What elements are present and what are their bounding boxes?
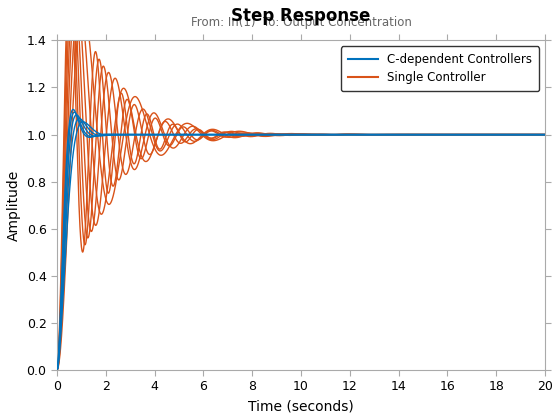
Y-axis label: Amplitude: Amplitude xyxy=(7,170,21,241)
Text: From: In(1)  To: Output Concentration: From: In(1) To: Output Concentration xyxy=(190,16,412,29)
X-axis label: Time (seconds): Time (seconds) xyxy=(248,399,354,413)
Legend: C-dependent Controllers, Single Controller: C-dependent Controllers, Single Controll… xyxy=(341,46,539,91)
Title: Step Response: Step Response xyxy=(231,7,371,25)
